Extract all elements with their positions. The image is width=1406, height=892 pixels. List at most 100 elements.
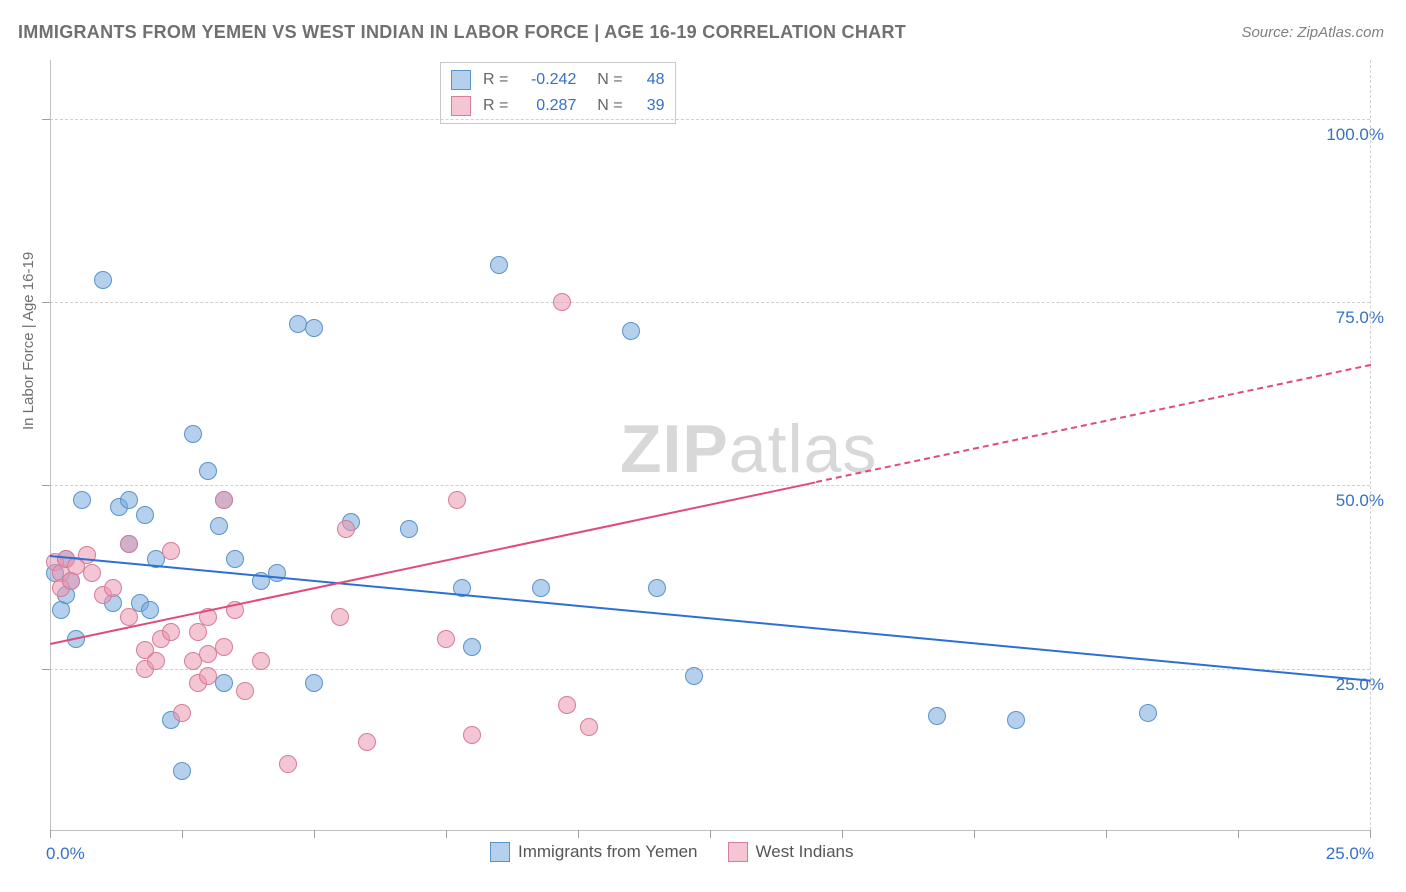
- data-point: [400, 520, 418, 538]
- data-point: [305, 674, 323, 692]
- watermark-bold: ZIP: [620, 411, 729, 487]
- data-point: [1007, 711, 1025, 729]
- x-tick: [446, 830, 447, 838]
- data-point: [558, 696, 576, 714]
- x-tick-label: 0.0%: [46, 844, 85, 864]
- y-tick-label: 100.0%: [1326, 125, 1384, 145]
- data-point: [331, 608, 349, 626]
- x-tick-label: 25.0%: [1326, 844, 1374, 864]
- watermark-light: atlas: [729, 411, 878, 487]
- data-point: [622, 322, 640, 340]
- stat-n-value: 39: [631, 97, 665, 115]
- gridline: [50, 669, 1370, 670]
- data-point: [648, 579, 666, 597]
- data-point: [305, 319, 323, 337]
- data-point: [162, 623, 180, 641]
- x-tick: [1106, 830, 1107, 838]
- x-tick: [974, 830, 975, 838]
- series-legend: Immigrants from Yemen West Indians: [490, 842, 853, 862]
- data-point: [94, 271, 112, 289]
- data-point: [78, 546, 96, 564]
- y-axis-line: [50, 60, 51, 830]
- chart-title: IMMIGRANTS FROM YEMEN VS WEST INDIAN IN …: [18, 22, 906, 43]
- y-tick-label: 50.0%: [1336, 491, 1384, 511]
- data-point: [463, 726, 481, 744]
- data-point: [252, 652, 270, 670]
- stat-n-label: N =: [588, 97, 622, 115]
- data-point: [448, 491, 466, 509]
- stat-n-value: 48: [631, 71, 665, 89]
- x-tick: [1370, 830, 1371, 838]
- x-tick: [1238, 830, 1239, 838]
- right-axis-line: [1370, 60, 1371, 830]
- data-point: [215, 491, 233, 509]
- legend-swatch: [728, 842, 748, 862]
- correlation-legend: R = -0.242 N = 48 R = 0.287 N = 39: [440, 62, 676, 124]
- legend-label: Immigrants from Yemen: [518, 842, 698, 862]
- gridline: [50, 119, 1370, 120]
- x-tick: [842, 830, 843, 838]
- data-point: [199, 667, 217, 685]
- data-point: [83, 564, 101, 582]
- x-tick: [182, 830, 183, 838]
- data-point: [337, 520, 355, 538]
- x-tick: [578, 830, 579, 838]
- legend-swatch: [451, 96, 471, 116]
- data-point: [199, 462, 217, 480]
- stat-n-label: N =: [588, 71, 622, 89]
- data-point: [463, 638, 481, 656]
- stat-r-value: 0.287: [516, 97, 576, 115]
- data-point: [210, 517, 228, 535]
- x-tick: [314, 830, 315, 838]
- data-point: [279, 755, 297, 773]
- data-point: [490, 256, 508, 274]
- data-point: [120, 491, 138, 509]
- data-point: [532, 579, 550, 597]
- data-point: [184, 425, 202, 443]
- data-point: [580, 718, 598, 736]
- y-tick: [42, 119, 50, 120]
- data-point: [120, 608, 138, 626]
- data-point: [553, 293, 571, 311]
- legend-swatch: [451, 70, 471, 90]
- data-point: [173, 704, 191, 722]
- data-point: [73, 491, 91, 509]
- data-point: [437, 630, 455, 648]
- legend-row: R = 0.287 N = 39: [451, 93, 665, 119]
- source-label: Source: ZipAtlas.com: [1241, 24, 1384, 41]
- gridline: [50, 302, 1370, 303]
- data-point: [162, 542, 180, 560]
- stat-r-label: R =: [483, 97, 508, 115]
- legend-swatch: [490, 842, 510, 862]
- data-point: [173, 762, 191, 780]
- data-point: [685, 667, 703, 685]
- y-axis-label: In Labor Force | Age 16-19: [20, 252, 37, 430]
- data-point: [136, 506, 154, 524]
- data-point: [120, 535, 138, 553]
- data-point: [236, 682, 254, 700]
- y-tick: [42, 669, 50, 670]
- data-point: [215, 674, 233, 692]
- data-point: [1139, 704, 1157, 722]
- data-point: [928, 707, 946, 725]
- legend-label: West Indians: [756, 842, 854, 862]
- data-point: [226, 550, 244, 568]
- x-tick: [710, 830, 711, 838]
- legend-row: R = -0.242 N = 48: [451, 67, 665, 93]
- data-point: [141, 601, 159, 619]
- data-point: [104, 579, 122, 597]
- y-tick: [42, 302, 50, 303]
- data-point: [358, 733, 376, 751]
- x-tick: [50, 830, 51, 838]
- stat-r-label: R =: [483, 71, 508, 89]
- y-tick-label: 75.0%: [1336, 308, 1384, 328]
- data-point: [268, 564, 286, 582]
- data-point: [215, 638, 233, 656]
- gridline: [50, 485, 1370, 486]
- legend-item: Immigrants from Yemen: [490, 842, 698, 862]
- legend-item: West Indians: [728, 842, 854, 862]
- y-tick: [42, 485, 50, 486]
- chart-container: IMMIGRANTS FROM YEMEN VS WEST INDIAN IN …: [0, 0, 1406, 892]
- stat-r-value: -0.242: [516, 71, 576, 89]
- data-point: [147, 652, 165, 670]
